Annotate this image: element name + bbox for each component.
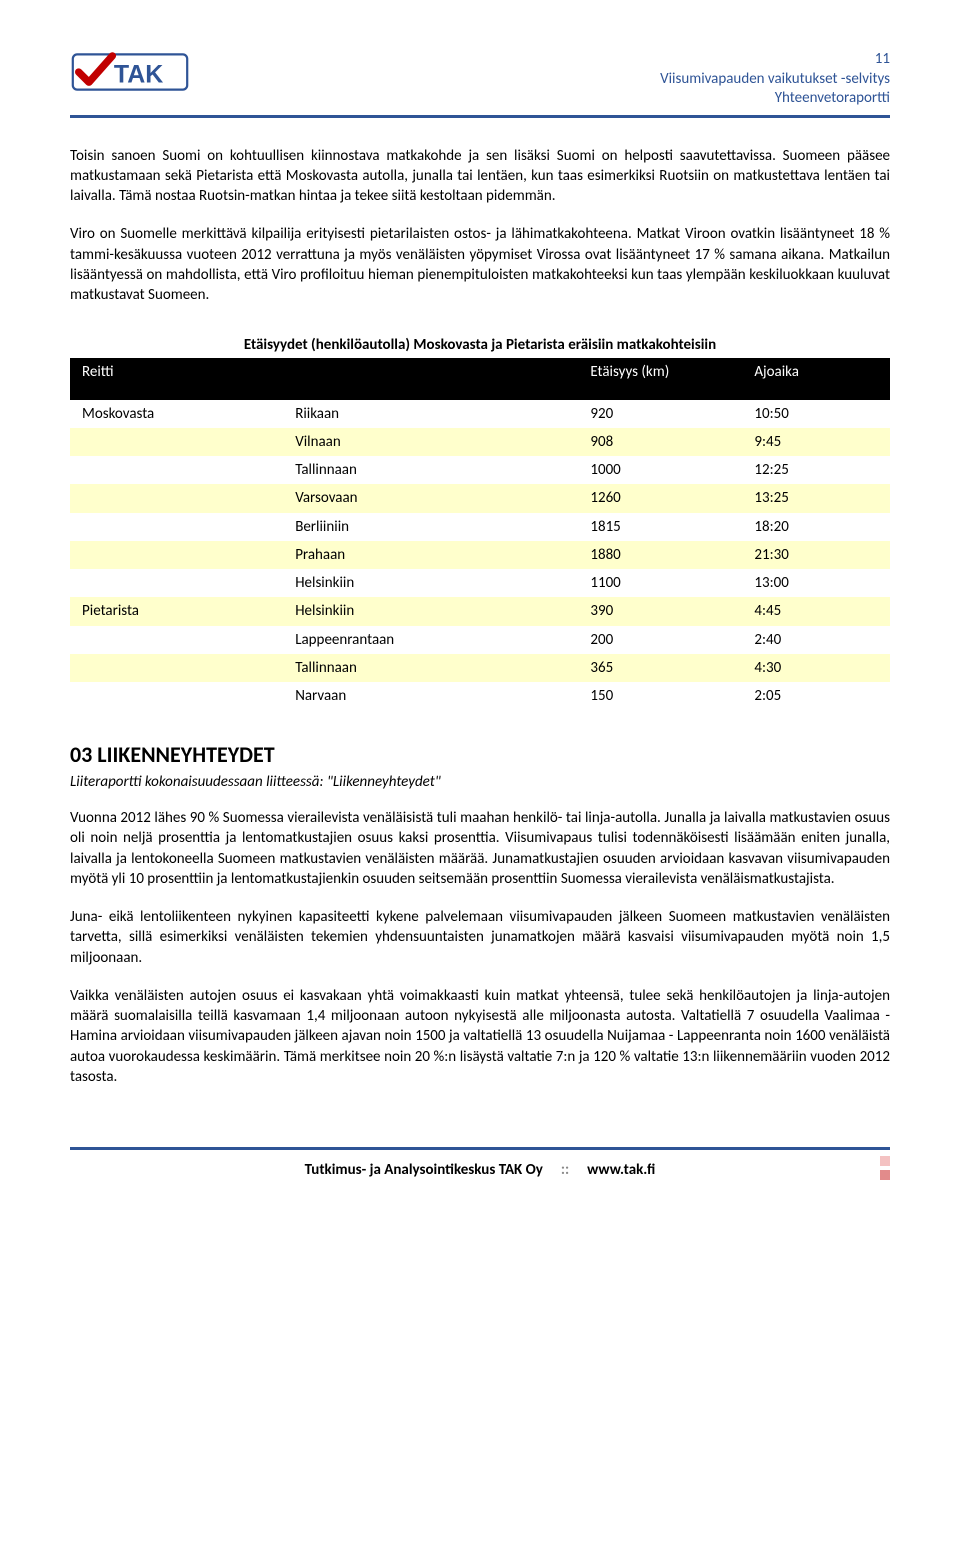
- cell-to: Vilnaan: [283, 428, 578, 456]
- cell-time: 2:40: [742, 626, 890, 654]
- cell-to: Tallinnaan: [283, 456, 578, 484]
- cell-from: [70, 484, 283, 512]
- cell-time: 10:50: [742, 400, 890, 428]
- cell-to: Helsinkiin: [283, 569, 578, 597]
- logo: TAK: [70, 50, 190, 94]
- table-body: MoskovastaRiikaan92010:50Vilnaan9089:45T…: [70, 400, 890, 711]
- cell-from: [70, 569, 283, 597]
- cell-to: Tallinnaan: [283, 654, 578, 682]
- cell-km: 920: [578, 400, 742, 428]
- table-row: Tallinnaan100012:25: [70, 456, 890, 484]
- cell-to: Helsinkiin: [283, 597, 578, 625]
- footer-dots: [880, 1156, 890, 1180]
- cell-to: Lappeenrantaan: [283, 626, 578, 654]
- page-number: 11: [660, 50, 890, 70]
- cell-km: 1815: [578, 513, 742, 541]
- cell-km: 365: [578, 654, 742, 682]
- th-dest: [283, 358, 578, 400]
- cell-km: 1000: [578, 456, 742, 484]
- th-route: Reitti: [70, 358, 283, 400]
- cell-from: [70, 428, 283, 456]
- section-heading: 03 LIIKENNEYHTEYDET: [70, 740, 890, 770]
- cell-km: 1100: [578, 569, 742, 597]
- table-row: Varsovaan126013:25: [70, 484, 890, 512]
- cell-km: 1260: [578, 484, 742, 512]
- cell-to: Prahaan: [283, 541, 578, 569]
- table-row: Tallinnaan3654:30: [70, 654, 890, 682]
- cell-km: 1880: [578, 541, 742, 569]
- section-subtitle: Liiteraportti kokonaisuudessaan liittees…: [70, 772, 890, 792]
- cell-from: [70, 682, 283, 710]
- table-row: Lappeenrantaan2002:40: [70, 626, 890, 654]
- th-dist: Etäisyys (km): [578, 358, 742, 400]
- cell-from: [70, 541, 283, 569]
- cell-from: [70, 513, 283, 541]
- section-p2: Juna- eikä lentoliikenteen nykyinen kapa…: [70, 907, 890, 968]
- table-row: Helsinkiin110013:00: [70, 569, 890, 597]
- cell-time: 2:05: [742, 682, 890, 710]
- table-row: Berliiniin181518:20: [70, 513, 890, 541]
- section-p3: Vaikka venäläisten autojen osuus ei kasv…: [70, 986, 890, 1087]
- cell-km: 908: [578, 428, 742, 456]
- cell-time: 4:30: [742, 654, 890, 682]
- cell-time: 9:45: [742, 428, 890, 456]
- cell-km: 150: [578, 682, 742, 710]
- cell-from: [70, 626, 283, 654]
- table-row: PietaristaHelsinkiin3904:45: [70, 597, 890, 625]
- footer-dot-1: [880, 1156, 890, 1166]
- cell-from: [70, 654, 283, 682]
- logo-text: TAK: [114, 60, 163, 88]
- table-row: Vilnaan9089:45: [70, 428, 890, 456]
- footer-left: Tutkimus- ja Analysointikeskus TAK Oy: [305, 1160, 543, 1180]
- cell-time: 12:25: [742, 456, 890, 484]
- cell-to: Riikaan: [283, 400, 578, 428]
- cell-from: Pietarista: [70, 597, 283, 625]
- cell-to: Varsovaan: [283, 484, 578, 512]
- header-right: 11 Viisumivapauden vaikutukset -selvitys…: [660, 50, 890, 109]
- cell-time: 18:20: [742, 513, 890, 541]
- intro-paragraph-1: Toisin sanoen Suomi on kohtuullisen kiin…: [70, 146, 890, 207]
- tak-logo-svg: TAK: [70, 50, 190, 94]
- page-footer: Tutkimus- ja Analysointikeskus TAK Oy ::…: [70, 1147, 890, 1180]
- page-header: TAK 11 Viisumivapauden vaikutukset -selv…: [70, 50, 890, 118]
- table-header-row: Reitti Etäisyys (km) Ajoaika: [70, 358, 890, 400]
- th-time: Ajoaika: [742, 358, 890, 400]
- cell-time: 4:45: [742, 597, 890, 625]
- section-p1: Vuonna 2012 lähes 90 % Suomessa vieraile…: [70, 808, 890, 889]
- table-row: Narvaan1502:05: [70, 682, 890, 710]
- table-row: Prahaan188021:30: [70, 541, 890, 569]
- cell-to: Narvaan: [283, 682, 578, 710]
- page: TAK 11 Viisumivapauden vaikutukset -selv…: [0, 0, 960, 1220]
- cell-to: Berliiniin: [283, 513, 578, 541]
- footer-dot-2: [880, 1170, 890, 1180]
- table-title: Etäisyydet (henkilöautolla) Moskovasta j…: [70, 335, 890, 355]
- header-title-1: Viisumivapauden vaikutukset -selvitys: [660, 70, 890, 90]
- header-title-2: Yhteenvetoraportti: [660, 89, 890, 109]
- footer-right: www.tak.fi: [587, 1160, 655, 1180]
- intro-paragraph-2: Viro on Suomelle merkittävä kilpailija e…: [70, 224, 890, 305]
- cell-time: 21:30: [742, 541, 890, 569]
- cell-from: Moskovasta: [70, 400, 283, 428]
- cell-from: [70, 456, 283, 484]
- cell-time: 13:25: [742, 484, 890, 512]
- table-row: MoskovastaRiikaan92010:50: [70, 400, 890, 428]
- cell-km: 390: [578, 597, 742, 625]
- distance-table: Reitti Etäisyys (km) Ajoaika MoskovastaR…: [70, 358, 890, 711]
- cell-time: 13:00: [742, 569, 890, 597]
- footer-sep: ::: [561, 1160, 569, 1180]
- cell-km: 200: [578, 626, 742, 654]
